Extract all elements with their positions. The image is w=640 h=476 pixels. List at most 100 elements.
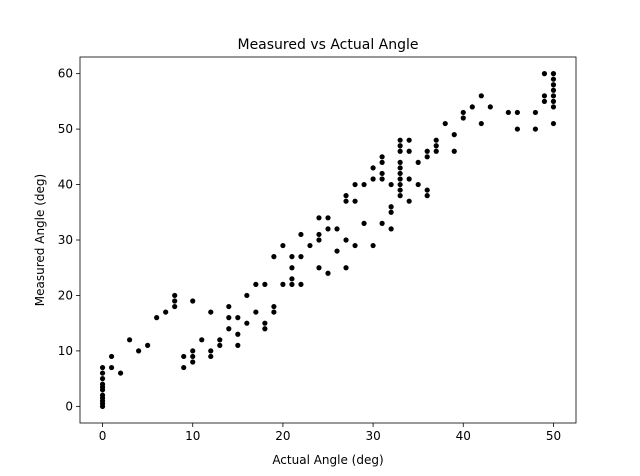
point [406, 137, 412, 143]
point [334, 226, 340, 232]
point [352, 242, 358, 249]
point [271, 309, 277, 315]
point [163, 309, 169, 315]
point [172, 303, 178, 310]
point [325, 226, 331, 232]
point [316, 215, 322, 221]
point [217, 342, 223, 348]
point [99, 381, 106, 387]
point [208, 353, 214, 360]
point [451, 132, 457, 138]
point [397, 193, 403, 199]
point [397, 176, 403, 182]
point [334, 248, 340, 254]
point [316, 231, 322, 238]
point [316, 237, 322, 243]
point [550, 76, 557, 82]
point [424, 193, 430, 199]
point [289, 276, 295, 282]
point [460, 109, 466, 116]
point [388, 209, 394, 215]
point [379, 170, 385, 177]
point [388, 204, 394, 210]
point [226, 326, 232, 332]
point [108, 353, 115, 360]
point [532, 126, 539, 132]
point [244, 320, 250, 326]
point [99, 370, 106, 376]
point [280, 242, 286, 249]
y-axis-label: Measured Angle (deg) [33, 174, 47, 306]
point [460, 115, 466, 121]
y-tick-label: 0 [65, 399, 73, 413]
x-tick-label: 10 [185, 429, 200, 443]
point [433, 148, 439, 154]
point [208, 348, 214, 354]
point [442, 120, 448, 127]
point [145, 342, 151, 348]
point [99, 364, 106, 371]
point [181, 353, 187, 360]
point [550, 120, 557, 127]
point [397, 170, 403, 177]
point [370, 165, 376, 171]
point [190, 353, 196, 360]
point [541, 93, 548, 99]
point [154, 315, 160, 321]
point [514, 126, 520, 132]
point [343, 198, 349, 204]
point [262, 320, 268, 326]
point [325, 215, 331, 221]
point [226, 315, 232, 321]
x-tick-label: 30 [365, 429, 380, 443]
point [550, 71, 557, 77]
point [370, 242, 376, 249]
point [108, 364, 115, 371]
point [298, 281, 304, 287]
point [379, 176, 385, 182]
point [235, 331, 241, 337]
point [217, 337, 223, 343]
point [379, 154, 385, 160]
point [415, 181, 421, 188]
x-tick-label: 50 [546, 429, 561, 443]
point [127, 337, 133, 343]
point [172, 292, 178, 299]
point [550, 87, 557, 93]
point [397, 181, 403, 188]
point [253, 309, 259, 315]
point [298, 254, 304, 260]
point [451, 148, 457, 154]
y-tick-label: 20 [58, 288, 73, 302]
point [235, 342, 241, 348]
point [117, 370, 124, 376]
point [505, 109, 511, 116]
point [298, 231, 304, 238]
x-tick-label: 0 [99, 429, 107, 443]
point [550, 104, 557, 110]
point [397, 187, 403, 193]
point [541, 71, 548, 77]
point [235, 315, 241, 321]
y-tick-label: 30 [58, 233, 73, 247]
point [415, 159, 421, 165]
point [379, 159, 385, 165]
point [262, 326, 268, 332]
point [343, 265, 349, 271]
point [316, 265, 322, 271]
point [99, 392, 106, 398]
point [550, 82, 557, 88]
point [406, 176, 412, 182]
point [478, 120, 484, 127]
point [550, 93, 557, 99]
point [478, 93, 484, 99]
point [388, 181, 394, 188]
point [190, 298, 196, 304]
chart-title: Measured vs Actual Angle [237, 37, 418, 53]
point [361, 220, 367, 226]
point [190, 359, 196, 365]
point [433, 137, 439, 143]
point [280, 281, 286, 287]
x-tick-label: 40 [456, 429, 471, 443]
